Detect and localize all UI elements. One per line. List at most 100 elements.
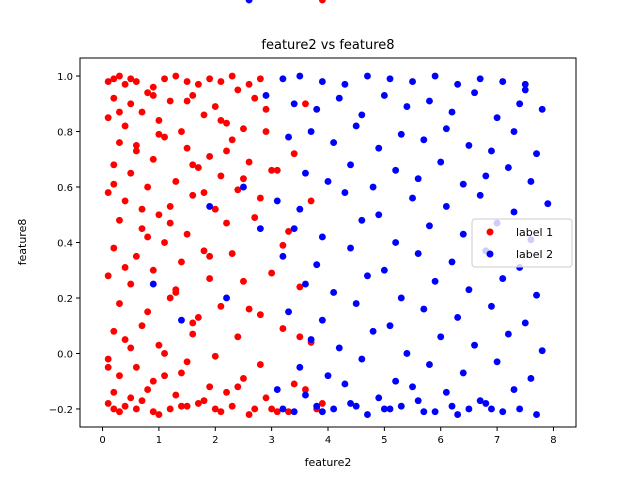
data-point xyxy=(431,72,439,80)
data-point xyxy=(296,363,304,371)
data-point xyxy=(121,402,129,410)
data-point xyxy=(211,352,219,360)
data-point xyxy=(200,397,208,405)
data-point xyxy=(448,402,456,410)
data-point xyxy=(521,80,529,88)
data-point xyxy=(149,280,157,288)
data-point xyxy=(476,191,484,199)
data-point xyxy=(132,78,140,86)
data-point xyxy=(161,239,168,246)
data-point xyxy=(409,78,416,86)
data-point xyxy=(127,75,135,83)
data-point xyxy=(459,180,467,188)
data-point xyxy=(358,355,366,363)
data-point xyxy=(206,275,214,283)
data-point xyxy=(183,78,191,86)
data-point xyxy=(290,380,298,388)
data-point xyxy=(189,330,197,338)
data-point xyxy=(116,408,123,416)
data-point xyxy=(273,408,281,416)
data-point xyxy=(234,333,242,341)
data-point xyxy=(364,272,371,280)
data-point xyxy=(245,411,253,418)
data-point xyxy=(285,308,292,316)
data-point xyxy=(544,200,552,208)
y-axis-label: feature8 xyxy=(16,219,29,266)
data-point xyxy=(116,72,123,80)
legend-label: label 2 xyxy=(516,248,553,261)
data-point xyxy=(251,405,259,413)
x-tick-label: 1 xyxy=(156,435,162,446)
data-point xyxy=(178,258,185,266)
data-point xyxy=(324,178,332,185)
data-point xyxy=(149,92,157,99)
data-point xyxy=(240,183,247,191)
data-point xyxy=(189,319,197,327)
series-1 xyxy=(104,0,326,418)
data-point xyxy=(426,222,433,230)
data-point xyxy=(341,380,349,388)
x-tick-label: 0 xyxy=(99,435,105,446)
data-point xyxy=(211,205,219,213)
data-point xyxy=(268,269,276,277)
data-point xyxy=(144,183,152,191)
data-point xyxy=(223,294,230,302)
data-point xyxy=(262,105,270,113)
data-point xyxy=(499,78,507,86)
data-point xyxy=(307,336,315,344)
data-point xyxy=(375,144,383,152)
data-point xyxy=(442,125,450,133)
data-point xyxy=(138,397,146,405)
data-point xyxy=(420,408,428,416)
data-point xyxy=(110,244,118,252)
data-point xyxy=(459,230,467,238)
data-point xyxy=(121,197,129,205)
y-tick-label: 0.8 xyxy=(57,128,73,139)
data-point xyxy=(121,122,129,130)
data-point xyxy=(431,408,439,416)
data-point xyxy=(262,92,270,99)
data-point xyxy=(437,333,445,341)
data-point xyxy=(166,405,174,413)
data-point xyxy=(347,399,354,407)
y-tick-label: 0.6 xyxy=(57,183,73,194)
data-point xyxy=(223,219,230,227)
data-point xyxy=(380,405,388,413)
data-point xyxy=(302,169,309,177)
data-point xyxy=(279,75,287,83)
data-point xyxy=(166,202,174,210)
data-point xyxy=(110,327,118,335)
data-point xyxy=(206,383,214,391)
data-point xyxy=(510,128,518,135)
data-point xyxy=(200,247,208,255)
data-point xyxy=(521,86,529,94)
data-point xyxy=(510,208,518,216)
data-point xyxy=(268,405,276,413)
data-point xyxy=(217,172,225,180)
data-point xyxy=(290,225,298,233)
data-point xyxy=(149,377,157,385)
data-point xyxy=(403,103,411,110)
data-point xyxy=(172,72,180,80)
data-point xyxy=(194,80,202,88)
data-point xyxy=(538,105,546,113)
data-point xyxy=(217,302,225,310)
data-point xyxy=(302,280,309,288)
data-point xyxy=(121,80,129,88)
data-point xyxy=(318,78,326,86)
data-point xyxy=(245,0,253,4)
data-point xyxy=(307,197,315,205)
data-point xyxy=(482,399,490,407)
data-point xyxy=(386,405,394,413)
data-point xyxy=(149,83,157,91)
data-point xyxy=(240,277,247,285)
x-tick-label: 6 xyxy=(438,435,444,446)
data-point xyxy=(290,100,298,108)
data-point xyxy=(223,119,230,127)
data-point xyxy=(426,361,433,369)
data-point xyxy=(211,405,219,413)
data-point xyxy=(217,408,225,416)
data-point xyxy=(318,316,326,324)
data-point xyxy=(341,189,349,196)
